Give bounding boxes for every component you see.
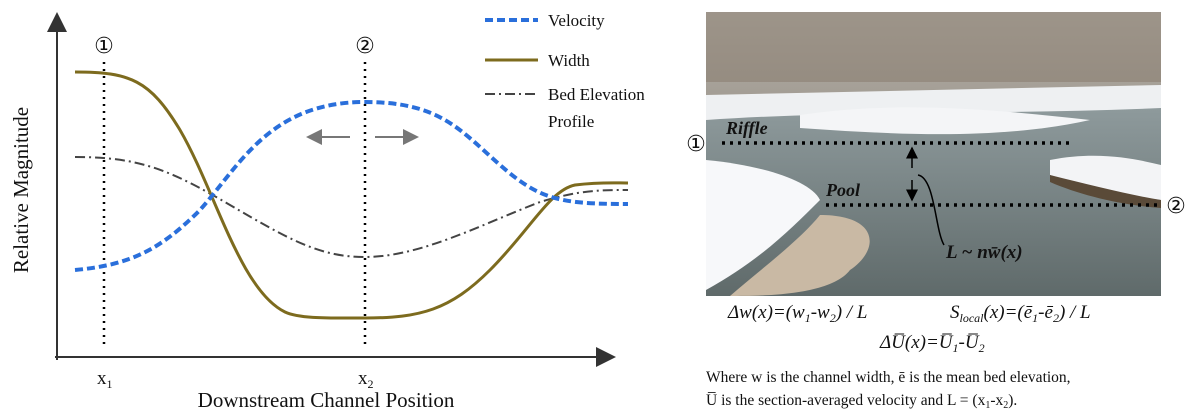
riffle-label: Riffle	[725, 118, 768, 138]
legend-label: Width	[548, 51, 590, 70]
caption: Where w is the channel width, ē is the m…	[706, 369, 1071, 386]
legend-label: Profile	[548, 112, 594, 131]
pool-label: Pool	[825, 180, 860, 200]
velocity-curve	[74, 99, 629, 272]
equation: Δw(x)=(w1-w2) / L	[727, 302, 867, 325]
x-label: x1	[97, 368, 113, 391]
photo	[706, 12, 1161, 296]
length-label: L ~ nw̄(x)	[945, 242, 1023, 263]
bed-elevation-curve	[74, 156, 629, 259]
x-label: x2	[358, 368, 374, 391]
marker: ②	[355, 34, 375, 59]
y-axis-label: Relative Magnitude	[9, 107, 33, 273]
equation: ΔU̅(x)=U̅1-U̅2	[879, 332, 985, 355]
leader-line	[917, 174, 945, 246]
legend-label: Bed Elevation	[548, 85, 645, 104]
equation: Slocal(x)=(ē1-ē2) / L	[950, 302, 1091, 325]
marker: ①	[94, 34, 114, 59]
marker: ①	[686, 132, 706, 157]
marker: ②	[1166, 194, 1186, 219]
legend-label: Velocity	[548, 11, 605, 30]
caption: U̅ is the section-averaged velocity and …	[706, 392, 1017, 411]
width-curve	[74, 70, 629, 320]
x-axis-label: Downstream Channel Position	[198, 388, 455, 412]
